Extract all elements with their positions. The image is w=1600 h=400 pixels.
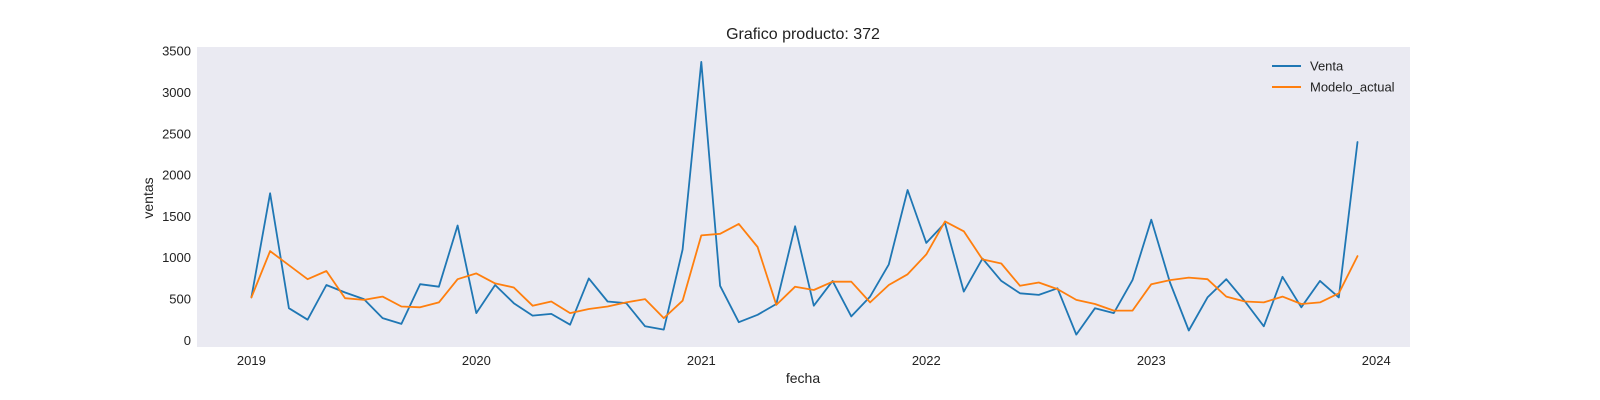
series-line-modelo-actual xyxy=(250,220,1359,320)
y-tick-label: 1000 xyxy=(162,250,191,265)
plot-area xyxy=(197,47,1410,347)
x-axis-label: fecha xyxy=(786,370,820,386)
y-tick-label: 0 xyxy=(184,333,191,348)
y-tick-label: 3000 xyxy=(162,85,191,100)
x-tick-label: 2019 xyxy=(237,353,266,368)
legend-label: Venta xyxy=(1310,59,1344,74)
x-tick-label: 2022 xyxy=(912,353,941,368)
legend: Venta Modelo_actual xyxy=(1272,59,1395,95)
y-tick-label: 500 xyxy=(169,292,191,307)
legend-label: Modelo_actual xyxy=(1310,80,1395,95)
y-tick-label: 3500 xyxy=(162,44,191,59)
x-tick-label: 2024 xyxy=(1362,353,1391,368)
y-tick-label: 2500 xyxy=(162,126,191,141)
series-line-venta xyxy=(250,61,1359,336)
x-tick-label: 2021 xyxy=(687,353,716,368)
x-tick-label: 2023 xyxy=(1137,353,1166,368)
chart-title: Grafico producto: 372 xyxy=(726,26,880,43)
x-tick-label: 2020 xyxy=(462,353,491,368)
y-tick-label: 2000 xyxy=(162,168,191,183)
y-axis-label: ventas xyxy=(140,177,156,218)
y-tick-label: 1500 xyxy=(162,209,191,224)
